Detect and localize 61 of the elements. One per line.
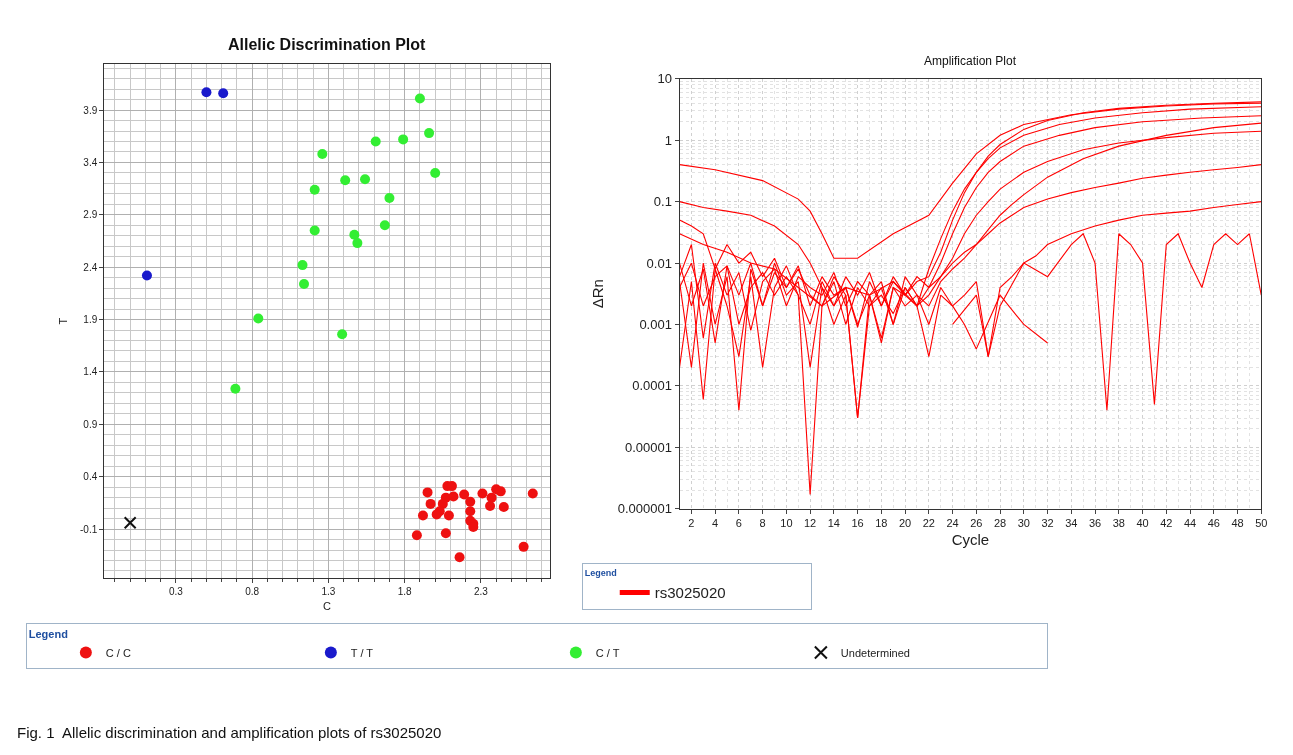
x-tick-label: 30 (1017, 516, 1030, 529)
x-tick-label: 14 (827, 516, 840, 529)
caption: Fig. 1 Allelic discrimination and amplification plots of rs3025020 (17, 724, 442, 741)
y-tick-label: 0.00001 (624, 439, 672, 455)
y-tick-label: 3.4 (83, 156, 98, 168)
x-tick-label: 8 (759, 516, 766, 529)
x-tick-label: 24 (946, 516, 959, 529)
y-tick-label: -0.1 (80, 523, 98, 535)
x-tick-label: 12 (804, 516, 817, 529)
y-tick-label: 0.1 (653, 194, 672, 210)
x-tick-label: 44 (1183, 516, 1197, 529)
chart-title: Amplification Plot (924, 54, 1017, 68)
x-tick-label: 38 (1112, 516, 1125, 529)
y-tick-label: 0.01 (646, 255, 672, 271)
y-tick-label: 0.000001 (617, 501, 672, 517)
x-tick-label: 1.8 (397, 586, 413, 598)
x-tick-label: 34 (1065, 516, 1078, 529)
y-tick-label: 2.9 (83, 209, 98, 221)
y-tick-label: 3.9 (83, 104, 98, 116)
chart-title: Allelic Discrimination Plot (228, 36, 427, 53)
legend-label: C / C (105, 646, 131, 659)
x-tick-label: 18 (875, 516, 888, 529)
x-tick-label: 36 (1088, 516, 1102, 529)
x-tick-label: 6 (735, 516, 742, 529)
x-tick-label: 20 (898, 516, 912, 529)
y-tick-label: 2.4 (83, 261, 98, 273)
x-tick-label: 1.3 (321, 586, 336, 598)
y-tick-label: 1 (664, 132, 672, 148)
x-tick-label: 32 (1041, 516, 1054, 529)
x-tick-label: 2 (688, 516, 695, 529)
legend-title: Legend (28, 627, 68, 640)
x-tick-label: 0.8 (245, 586, 260, 598)
x-axis-title: C (322, 600, 331, 613)
y-tick-label: 0.9 (83, 418, 98, 430)
y-tick-label: 0.4 (83, 471, 98, 483)
y-tick-label: 1.4 (83, 366, 98, 378)
legend-label: Undetermined (840, 646, 910, 659)
x-tick-label: 40 (1136, 516, 1149, 529)
x-tick-label: 42 (1160, 516, 1173, 529)
x-axis-title: Cycle (951, 530, 990, 548)
y-tick-label: 1.9 (83, 314, 98, 326)
x-tick-label: 46 (1207, 516, 1220, 529)
x-tick-label: 2.3 (473, 586, 489, 598)
x-tick-label: 26 (970, 516, 983, 529)
y-axis-title: T (56, 317, 69, 325)
x-tick-label: 28 (993, 516, 1007, 529)
y-tick-label: 0.0001 (632, 378, 672, 394)
legend-label: rs3025020 (654, 584, 726, 602)
x-tick-label: 50 (1255, 516, 1268, 529)
x-tick-label: 0.3 (168, 586, 184, 598)
y-tick-label: 10 (657, 71, 672, 87)
legend-title: Legend (584, 568, 617, 579)
legend-label: T / T (350, 646, 374, 659)
x-tick-label: 10 (780, 516, 793, 529)
x-tick-label: 22 (922, 516, 935, 529)
x-tick-label: 4 (712, 516, 719, 529)
x-tick-label: 48 (1231, 516, 1244, 529)
x-tick-label: 16 (851, 516, 864, 529)
legend-label: C / T (595, 646, 620, 659)
y-tick-label: 0.001 (639, 317, 672, 333)
y-axis-title: ΔRn (588, 279, 606, 309)
